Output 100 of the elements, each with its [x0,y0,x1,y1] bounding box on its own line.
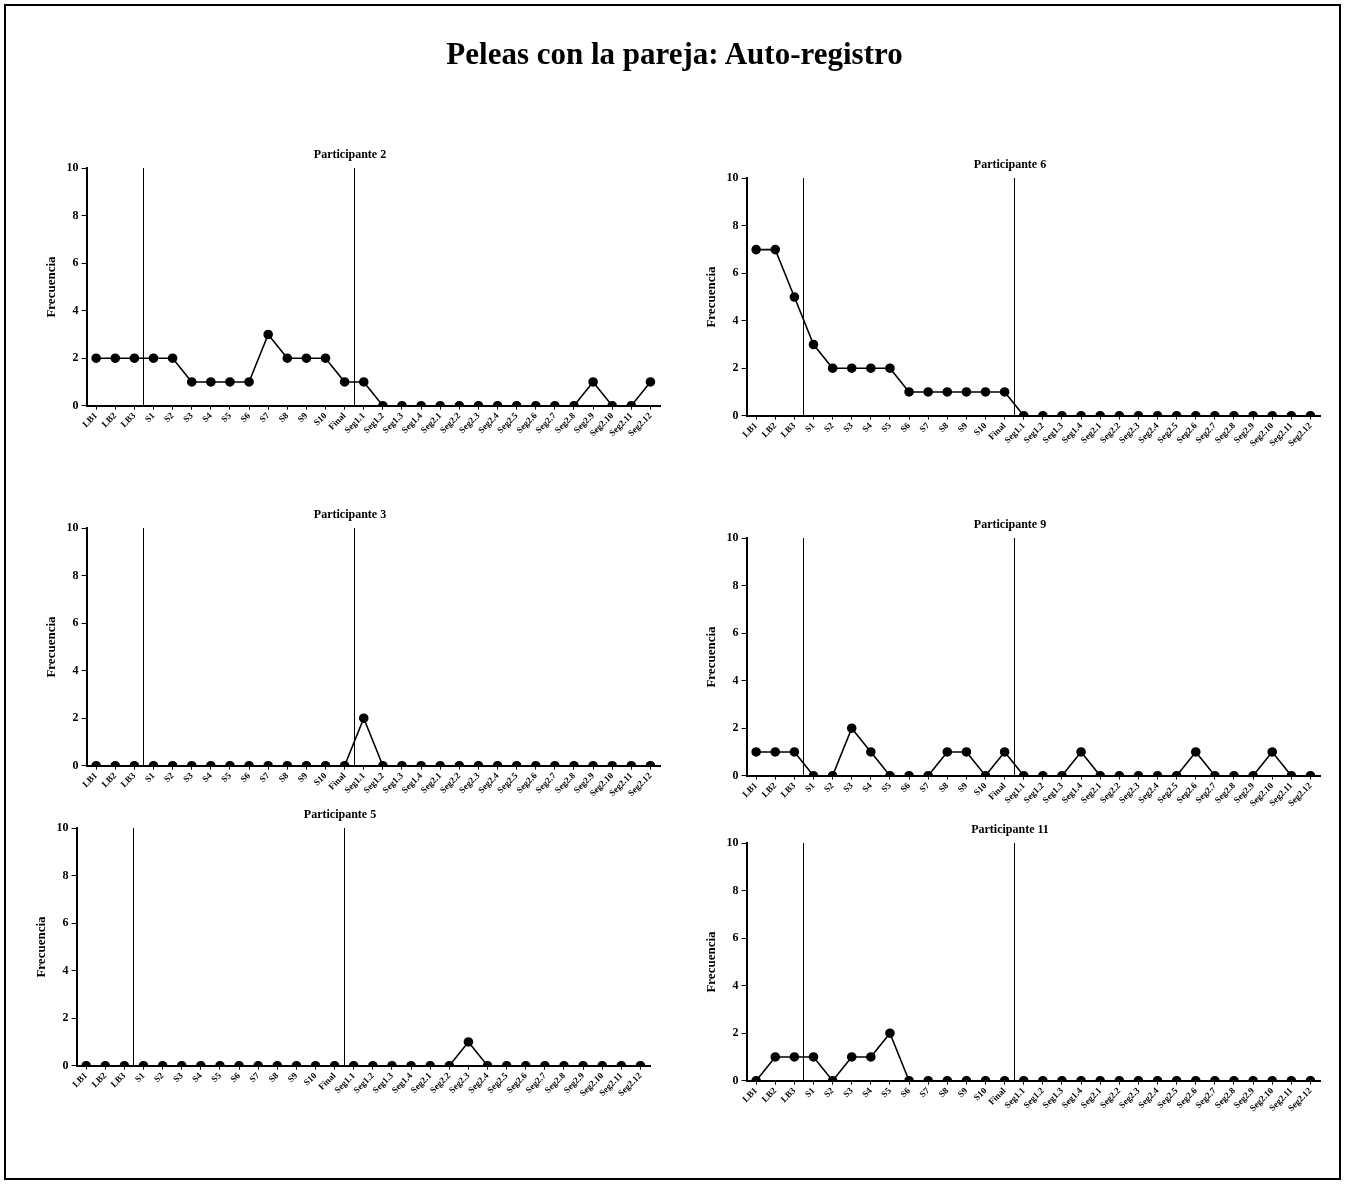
y-tick-label: 10 [56,820,69,835]
x-tick-label: LB3 [118,770,138,790]
x-tick-label: S9 [955,420,970,435]
y-tick-label: 6 [72,615,79,630]
point [789,292,800,302]
y-tick-label: 6 [732,625,739,640]
y-axis-title: Frecuencia [703,265,719,328]
y-tick-label: 10 [726,530,739,545]
x-tick-label: LB1 [70,1070,90,1090]
x-tick-label: S10 [971,420,989,438]
point [885,363,895,374]
x-tick-label: LB1 [740,420,760,440]
chart-title: Participante 3 [313,507,387,522]
x-tick-label: S10 [971,780,989,798]
y-tick-label: 2 [62,1010,69,1025]
x-tick-label: S9 [955,1085,970,1100]
x-tick-label: S1 [132,1070,147,1085]
x-tick-label: S6 [898,780,913,795]
y-tick-label: 8 [732,882,739,897]
point [904,387,914,397]
x-tick-label: LB1 [80,770,100,790]
y-tick-label: 4 [732,672,739,687]
x-tick-label: LB1 [740,1085,760,1105]
y-axis-title: Frecuencia [43,615,59,678]
x-tick-label: S8 [266,1070,281,1085]
y-tick-label: 2 [732,360,739,375]
y-tick-label: 10 [726,170,739,185]
x-tick-label: S3 [840,1085,856,1100]
x-tick-label: LB3 [778,1085,798,1105]
x-tick-label: S5 [219,770,234,785]
y-tick-label: 4 [72,302,79,317]
x-tick-label: S3 [840,420,856,435]
y-tick-label: 2 [732,1025,739,1040]
y-tick-label: 4 [732,312,739,327]
text: Peleas con la pareja: Auto-registro [445,36,904,72]
x-tick-label: S7 [917,1085,932,1100]
x-tick-label: S5 [879,780,894,795]
y-tick-label: 8 [72,207,79,222]
x-tick-label: S5 [879,420,894,435]
x-tick-label: S5 [219,410,234,425]
x-tick-label: S4 [190,1070,205,1085]
x-tick-label: LB3 [778,780,798,800]
x-tick-label: S9 [295,410,310,425]
y-tick-label: 4 [72,662,79,677]
y-tick-label: 8 [732,217,739,232]
x-tick-label: LB3 [778,420,798,440]
x-tick-label: S2 [161,770,177,785]
y-tick-label: 2 [72,350,79,365]
chart-title: Participante 11 [971,822,1049,837]
point [923,387,933,397]
y-axis-title: Frecuencia [703,930,719,993]
y-tick-label: 2 [732,720,739,735]
y-tick-label: 8 [72,567,79,582]
x-tick-label: S4 [200,770,215,785]
x-tick-label: S4 [200,410,215,425]
x-tick-label: S7 [257,770,272,785]
x-tick-label: S6 [228,1070,243,1085]
x-tick-label: S10 [311,410,329,428]
x-tick-label: LB1 [740,780,760,800]
y-tick-label: 10 [726,835,739,850]
x-tick-label: S10 [301,1070,319,1088]
y-tick-label: 0 [62,1057,69,1072]
point [942,387,953,397]
x-tick-label: S3 [180,410,196,425]
x-tick-label: S9 [955,780,970,795]
x-tick-label: LB3 [108,1070,128,1090]
x-tick-label: S1 [802,780,817,795]
y-tick-label: 4 [732,977,739,992]
x-tick-label: S6 [898,420,913,435]
x-tick-label: S1 [802,1085,817,1100]
x-tick-label: S7 [917,780,932,795]
x-tick-label: S5 [879,1085,894,1100]
y-tick-label: 6 [62,915,69,930]
x-tick-label: S7 [917,420,932,435]
x-tick-label: S3 [840,780,856,795]
x-tick-label: S3 [170,1070,186,1085]
x-tick-label: S7 [247,1070,262,1085]
x-tick-label: S8 [936,420,951,435]
y-tick-label: 10 [66,160,79,175]
y-tick-label: 4 [62,962,69,977]
y-tick-label: 6 [72,255,79,270]
y-axis-title: Frecuencia [33,915,49,978]
x-tick-label: S4 [860,1085,875,1100]
y-tick-label: 0 [732,1072,739,1087]
x-tick-label: S5 [209,1070,224,1085]
x-tick-label: S2 [151,1070,167,1085]
x-tick-label: S8 [276,770,291,785]
chart-title: Participante 9 [973,517,1047,532]
x-tick-label: S1 [142,770,157,785]
chart-title: Participante 2 [313,147,387,162]
y-tick-label: 0 [72,757,79,772]
y-tick-label: 2 [72,710,79,725]
x-tick-label: S8 [276,410,291,425]
x-tick-label: S2 [161,410,177,425]
chart-title: Participante 6 [973,157,1047,172]
y-tick-label: 6 [732,265,739,280]
point [827,363,838,374]
x-tick-label: S4 [860,780,875,795]
x-tick-label: S8 [936,1085,951,1100]
x-tick-label: S10 [971,1085,989,1103]
